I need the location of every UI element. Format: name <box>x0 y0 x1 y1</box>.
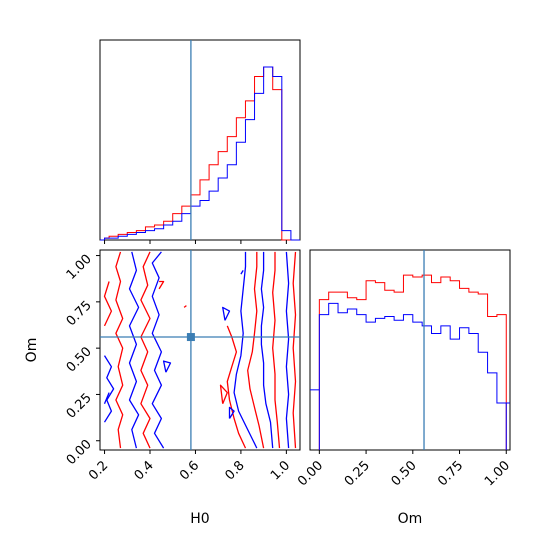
om-marginal-histogram-panel: 0.00 0.25 0.50 0.75 1.00 Om <box>295 249 513 527</box>
om-marginal-tick-label-0: 0.00 <box>295 458 326 489</box>
om-histogram-series-1 <box>318 302 507 450</box>
h0-marginal-histogram-panel <box>99 39 301 244</box>
om-marginal-axis-label: Om <box>398 511 423 527</box>
h0-histogram-series-1 <box>100 66 300 241</box>
h0-histogram-series-group <box>100 40 300 241</box>
h0-tick-label-2: 0.6 <box>177 458 202 483</box>
joint-contour-19 <box>183 305 187 308</box>
joint-contour-17 <box>162 360 172 373</box>
joint-contour-1 <box>272 251 281 449</box>
om-marginal-tick-label-1: 0.25 <box>342 458 373 489</box>
h0-histogram-series-0 <box>100 66 300 241</box>
joint-contour-12 <box>103 281 113 327</box>
joint-contour-0 <box>260 251 274 449</box>
joint-contour-13 <box>103 392 110 404</box>
joint-contour-5 <box>233 251 258 449</box>
om-marginal-tick-label-2: 0.50 <box>389 458 420 489</box>
joint-contour-14 <box>219 384 228 404</box>
joint-contour-6 <box>226 325 247 449</box>
joint-contour-2 <box>285 251 290 449</box>
om-tick-label-3: 0.75 <box>64 298 95 329</box>
h0-tick-label-3: 0.8 <box>223 458 248 483</box>
joint-contour-15 <box>228 406 235 419</box>
joint-contour-panel: 0.2 0.4 0.6 0.8 1.0 0.00 0.25 0.50 0.75 1.00 H0 O… <box>24 249 301 527</box>
h0-axis-label: H0 <box>190 511 209 527</box>
om-marginal-tick-label-4: 1.00 <box>482 458 513 489</box>
joint-frame <box>99 249 301 451</box>
joint-contour-18 <box>158 280 165 290</box>
om-tick-label-2: 0.50 <box>64 344 95 375</box>
h0-marginal-ticks <box>104 240 287 244</box>
joint-axis-ticks: 0.2 0.4 0.6 0.8 1.0 0.00 0.25 0.50 0.75 1.00 <box>64 252 293 484</box>
om-marginal-frame <box>309 249 511 451</box>
om-tick-label-1: 0.25 <box>64 391 95 422</box>
joint-contour-8 <box>128 251 140 449</box>
om-histogram-series-group <box>310 250 510 450</box>
joint-contour-16 <box>222 306 231 321</box>
om-marginal-tick-label-3: 0.75 <box>435 458 466 489</box>
h0-tick-label-4: 1.0 <box>268 458 293 483</box>
om-axis-label: Om <box>24 338 40 363</box>
joint-contour-11 <box>103 355 115 423</box>
joint-truth-marker <box>186 333 195 342</box>
om-marginal-ticks: 0.00 0.25 0.50 0.75 1.00 <box>295 450 513 489</box>
h0-marginal-frame <box>99 39 301 241</box>
om-tick-label-4: 1.00 <box>64 252 95 283</box>
joint-contour-10 <box>151 251 165 449</box>
joint-contour-lines <box>100 250 300 450</box>
joint-contour-20 <box>240 270 244 275</box>
joint-contour-3 <box>292 251 297 449</box>
joint-contour-9 <box>140 251 151 449</box>
om-histogram-series-0 <box>318 274 507 450</box>
joint-contour-7 <box>115 251 124 449</box>
h0-tick-label-1: 0.4 <box>132 458 157 483</box>
om-tick-label-0: 0.00 <box>64 437 95 468</box>
joint-contour-4 <box>247 251 265 449</box>
h0-tick-label-0: 0.2 <box>86 458 111 483</box>
